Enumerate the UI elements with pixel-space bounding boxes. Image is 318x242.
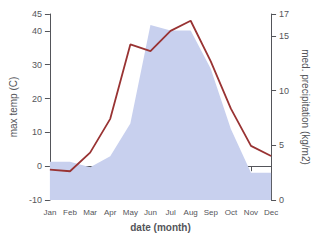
svg-text:Aug: Aug — [184, 208, 198, 217]
svg-text:Sep: Sep — [204, 208, 219, 217]
svg-text:Nov: Nov — [244, 208, 258, 217]
svg-text:-10: -10 — [29, 195, 42, 205]
svg-text:5: 5 — [279, 140, 284, 150]
svg-text:40: 40 — [32, 26, 42, 36]
svg-text:45: 45 — [32, 9, 42, 19]
svg-text:Dec: Dec — [264, 208, 278, 217]
svg-text:Jul: Jul — [165, 208, 175, 217]
svg-text:0: 0 — [37, 161, 42, 171]
svg-text:med. precipitation (kg/m2): med. precipitation (kg/m2) — [300, 49, 311, 165]
svg-text:Feb: Feb — [63, 208, 77, 217]
svg-text:Jun: Jun — [144, 208, 157, 217]
svg-text:max temp (C): max temp (C) — [8, 77, 19, 138]
svg-text:10: 10 — [279, 86, 289, 96]
svg-text:May: May — [123, 208, 138, 217]
svg-text:10: 10 — [32, 127, 42, 137]
svg-text:Jan: Jan — [43, 208, 56, 217]
svg-text:Apr: Apr — [104, 208, 117, 217]
svg-text:Oct: Oct — [225, 208, 238, 217]
svg-text:date (month): date (month) — [130, 222, 191, 233]
svg-text:15: 15 — [279, 31, 289, 41]
svg-text:30: 30 — [32, 60, 42, 70]
svg-text:20: 20 — [32, 94, 42, 104]
svg-text:17: 17 — [279, 9, 289, 19]
svg-text:Mar: Mar — [83, 208, 97, 217]
svg-text:0: 0 — [279, 195, 284, 205]
